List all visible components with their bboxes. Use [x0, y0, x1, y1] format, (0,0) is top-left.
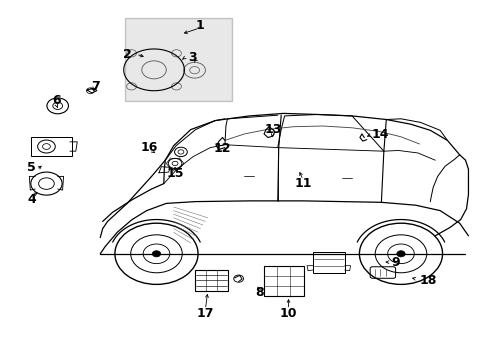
Text: 14: 14 — [371, 129, 388, 141]
Text: 9: 9 — [390, 256, 399, 269]
Bar — [264, 266, 304, 296]
Text: 17: 17 — [196, 307, 214, 320]
Text: 6: 6 — [52, 94, 61, 107]
Circle shape — [396, 251, 404, 257]
Circle shape — [152, 251, 160, 257]
Text: 4: 4 — [27, 193, 36, 206]
Bar — [124, 18, 232, 101]
Text: 15: 15 — [166, 167, 183, 180]
Bar — [194, 270, 227, 291]
Text: 2: 2 — [123, 48, 132, 60]
Text: 3: 3 — [188, 51, 197, 64]
Text: 10: 10 — [279, 307, 297, 320]
Bar — [312, 252, 344, 273]
Text: 12: 12 — [213, 142, 231, 155]
Text: 13: 13 — [264, 123, 281, 136]
Text: 18: 18 — [419, 274, 436, 287]
Text: 7: 7 — [91, 80, 100, 93]
Text: 1: 1 — [195, 19, 203, 32]
Text: 11: 11 — [294, 177, 311, 190]
Text: 5: 5 — [27, 161, 36, 174]
Text: 8: 8 — [254, 286, 263, 299]
Text: 16: 16 — [140, 141, 158, 154]
